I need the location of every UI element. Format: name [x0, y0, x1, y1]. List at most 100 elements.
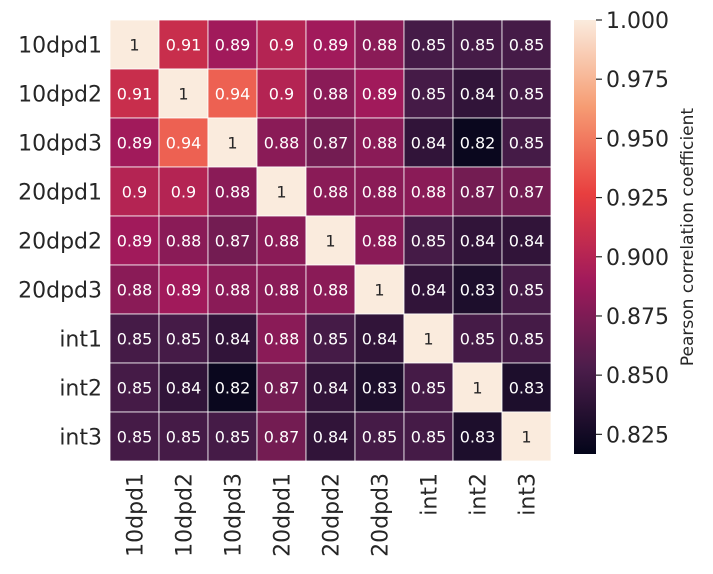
heatmap-cell-int3-10dpd2	[158, 411, 209, 462]
heatmap-cell-10dpd3-int3	[501, 117, 552, 168]
heatmap-cell-20dpd2-20dpd1	[256, 215, 307, 266]
heatmap-cell-10dpd2-int1	[403, 68, 454, 119]
row-tick-label: int3	[59, 426, 102, 451]
heatmap-cell-10dpd1-20dpd3	[354, 19, 405, 70]
heatmap-cell-20dpd2-int1	[403, 215, 454, 266]
heatmap-cell-label: 0.85	[509, 330, 545, 349]
row-tick-label: 20dpd1	[18, 181, 102, 206]
column-tick-label: 10dpd3	[222, 473, 247, 557]
heatmap-cell-label: 0.88	[264, 232, 300, 251]
heatmap-cell-label: 0.88	[362, 232, 398, 251]
heatmap-cell-label: 0.9	[269, 36, 294, 55]
heatmap-cell-20dpd2-int3	[501, 215, 552, 266]
heatmap-cell-label: 0.85	[509, 281, 545, 300]
heatmap-cell-label: 1	[276, 183, 286, 202]
heatmap-cell-label: 1	[423, 330, 433, 349]
heatmap-cell-label: 0.85	[362, 428, 398, 447]
heatmap-cell-20dpd1-20dpd1	[256, 166, 307, 217]
heatmap-cell-20dpd3-20dpd2	[305, 264, 356, 315]
heatmap-cell-int3-int3	[501, 411, 552, 462]
heatmap-cell-label: 0.88	[313, 85, 349, 104]
colorbar-tick-label: 0.975	[606, 68, 669, 93]
heatmap-cell-label: 0.85	[411, 232, 447, 251]
heatmap-cell-label: 0.85	[166, 330, 202, 349]
row-tick-label: 10dpd2	[18, 83, 102, 108]
heatmap-cell-int3-20dpd2	[305, 411, 356, 462]
heatmap-cell-label: 0.88	[264, 134, 300, 153]
heatmap-cell-label: 0.84	[215, 330, 251, 349]
heatmap-cell-label: 1	[178, 85, 188, 104]
heatmap-cell-int2-20dpd1	[256, 362, 307, 413]
heatmap-cell-label: 0.88	[117, 281, 153, 300]
heatmap-cell-label: 0.83	[460, 428, 496, 447]
heatmap-cell-int1-10dpd1	[109, 313, 160, 364]
heatmap-cell-label: 0.85	[411, 36, 447, 55]
heatmap-cell-label: 0.85	[411, 428, 447, 447]
heatmap-cell-10dpd2-20dpd2	[305, 68, 356, 119]
heatmap-cell-label: 0.84	[460, 85, 496, 104]
heatmap-cell-label: 0.89	[117, 232, 153, 251]
colorbar-tick-label: 0.925	[606, 187, 669, 212]
heatmap-cell-label: 0.83	[362, 379, 398, 398]
heatmap-cell-10dpd1-10dpd1	[109, 19, 160, 70]
heatmap-cell-20dpd2-10dpd3	[207, 215, 258, 266]
heatmap-cell-int1-20dpd2	[305, 313, 356, 364]
heatmap-cell-label: 0.88	[264, 330, 300, 349]
heatmap-cell-label: 0.84	[509, 232, 545, 251]
row-tick-labels: 10dpd1 10dpd2 10dpd3 20dpd1 20dpd2 20dpd3 int1…	[18, 34, 102, 451]
heatmap-cell-label: 0.85	[166, 428, 202, 447]
heatmap-cell-label: 0.87	[313, 134, 349, 153]
row-tick-label: int1	[59, 328, 102, 353]
heatmap-cell-label: 0.84	[166, 379, 202, 398]
heatmap-cell-10dpd2-10dpd1	[109, 68, 160, 119]
heatmap-cell-label: 0.85	[313, 330, 349, 349]
heatmap-cell-label: 0.94	[166, 134, 202, 153]
colorbar-tick-label: 1.000	[606, 9, 669, 34]
colorbar-tick-label: 0.900	[606, 246, 669, 271]
heatmap-cells	[109, 19, 552, 462]
heatmap-cell-10dpd3-10dpd2	[158, 117, 209, 168]
heatmap-cell-label: 0.88	[362, 183, 398, 202]
colorbar-tick-label: 0.950	[606, 127, 669, 152]
heatmap-cell-20dpd3-10dpd1	[109, 264, 160, 315]
heatmap-cell-label: 0.85	[411, 379, 447, 398]
heatmap-cell-label: 0.85	[509, 36, 545, 55]
colorbar: 1.000 0.975 0.950 0.925 0.900 0.875 0.850 0.825…	[574, 9, 698, 454]
heatmap-cell-int2-20dpd3	[354, 362, 405, 413]
colorbar-ticks: 1.000 0.975 0.950 0.925 0.900 0.875 0.850 0.825	[596, 9, 669, 448]
column-tick-label: int2	[467, 473, 492, 516]
heatmap-cell-label: 0.85	[411, 85, 447, 104]
heatmap-cell-labels: 1 0.91 0.89 0.9 0.89 0.88 0.85 0.85 0.850.91 1 0.9…	[117, 36, 545, 447]
heatmap-cell-label: 0.82	[460, 134, 496, 153]
heatmap-cell-label: 0.88	[264, 281, 300, 300]
heatmap-cell-label: 0.85	[117, 330, 153, 349]
heatmap-cell-label: 0.94	[215, 85, 251, 104]
heatmap-cell-int1-int1	[403, 313, 454, 364]
heatmap-cell-int3-20dpd3	[354, 411, 405, 462]
heatmap-cell-label: 0.84	[411, 134, 447, 153]
heatmap-cell-20dpd3-20dpd1	[256, 264, 307, 315]
heatmap-cell-label: 0.91	[166, 36, 202, 55]
heatmap-cell-label: 0.85	[215, 428, 251, 447]
heatmap-cell-10dpd1-10dpd2	[158, 19, 209, 70]
heatmap-cell-label: 1	[472, 379, 482, 398]
heatmap-cell-label: 0.85	[117, 379, 153, 398]
heatmap-cell-10dpd3-10dpd3	[207, 117, 258, 168]
heatmap-cell-label: 1	[521, 428, 531, 447]
heatmap-cell-label: 0.88	[411, 183, 447, 202]
heatmap-cell-20dpd1-int3	[501, 166, 552, 217]
heatmap-cell-label: 0.88	[215, 183, 251, 202]
heatmap-cell-label: 0.89	[313, 36, 349, 55]
heatmap-cell-label: 1	[325, 232, 335, 251]
heatmap-cell-label: 0.88	[362, 36, 398, 55]
heatmap-cell-20dpd2-20dpd3	[354, 215, 405, 266]
heatmap-cell-label: 0.84	[362, 330, 398, 349]
heatmap-cell-label: 1	[227, 134, 237, 153]
column-tick-label: int1	[418, 473, 443, 516]
heatmap-cell-int3-10dpd1	[109, 411, 160, 462]
heatmap-cell-label: 0.89	[215, 36, 251, 55]
heatmap-cell-10dpd3-20dpd1	[256, 117, 307, 168]
heatmap-cell-label: 0.83	[460, 281, 496, 300]
heatmap-cell-int2-10dpd3	[207, 362, 258, 413]
